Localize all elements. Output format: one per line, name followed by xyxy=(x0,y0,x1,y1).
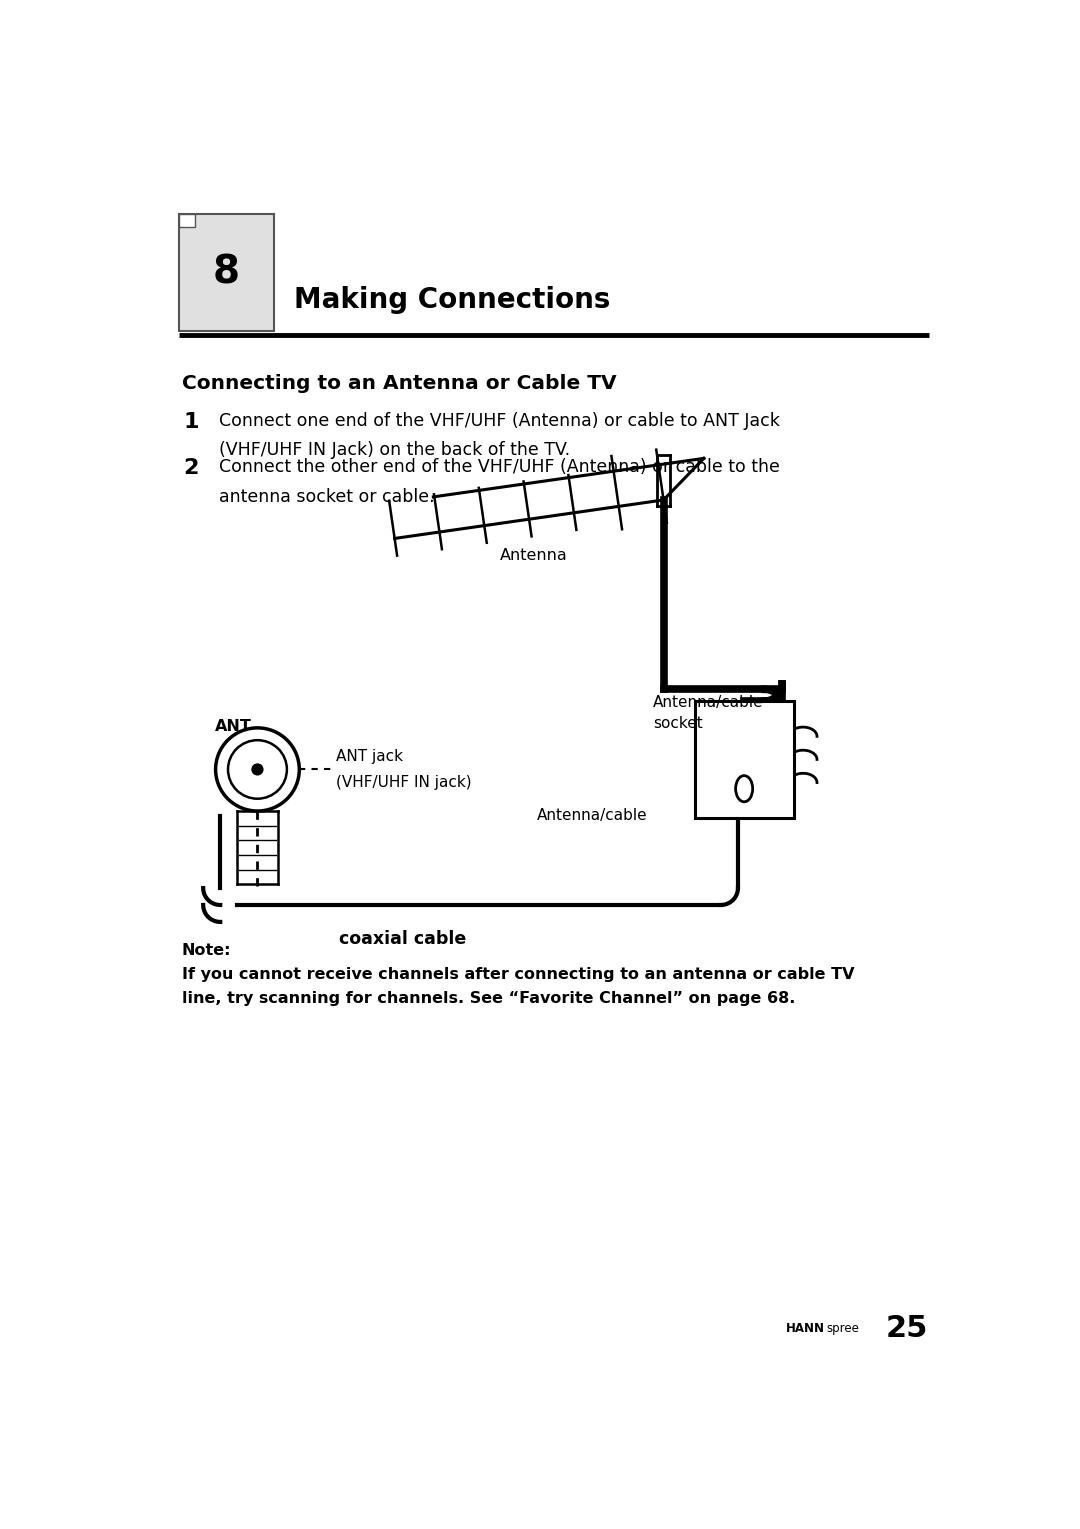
Text: Connect one end of the VHF/UHF (Antenna) or cable to ANT Jack: Connect one end of the VHF/UHF (Antenna)… xyxy=(218,413,780,430)
Bar xyxy=(179,214,273,330)
Text: (VHF/UHF IN jack): (VHF/UHF IN jack) xyxy=(337,775,472,790)
Bar xyxy=(694,700,794,818)
Text: (VHF/UHF IN Jack) on the back of the TV.: (VHF/UHF IN Jack) on the back of the TV. xyxy=(218,442,570,459)
Text: 8: 8 xyxy=(213,252,240,291)
Text: ANT jack: ANT jack xyxy=(337,749,404,764)
Text: Note:: Note: xyxy=(181,943,231,959)
Text: spree: spree xyxy=(826,1323,860,1335)
Text: Making Connections: Making Connections xyxy=(294,286,610,313)
Text: Antenna/cable: Antenna/cable xyxy=(652,694,764,709)
Text: socket: socket xyxy=(652,716,702,731)
Text: 2: 2 xyxy=(183,459,199,479)
Text: 1: 1 xyxy=(183,413,199,433)
Text: line, try scanning for channels. See “Favorite Channel” on page 68.: line, try scanning for channels. See “Fa… xyxy=(181,991,795,1006)
Text: Connecting to an Antenna or Cable TV: Connecting to an Antenna or Cable TV xyxy=(181,373,616,393)
Circle shape xyxy=(216,728,299,810)
Text: ANT: ANT xyxy=(215,720,252,734)
Text: Antenna/cable: Antenna/cable xyxy=(537,807,647,823)
Text: If you cannot receive channels after connecting to an antenna or cable TV: If you cannot receive channels after con… xyxy=(181,966,854,982)
Text: HANN: HANN xyxy=(786,1323,825,1335)
Ellipse shape xyxy=(735,775,753,801)
Text: coaxial cable: coaxial cable xyxy=(339,930,465,948)
Text: Connect the other end of the VHF/UHF (Antenna) or cable to the: Connect the other end of the VHF/UHF (An… xyxy=(218,459,780,477)
Text: antenna socket or cable.: antenna socket or cable. xyxy=(218,488,434,506)
Circle shape xyxy=(228,740,287,798)
Text: 25: 25 xyxy=(886,1313,928,1342)
Bar xyxy=(179,214,195,228)
Text: Antenna: Antenna xyxy=(500,549,568,564)
Circle shape xyxy=(252,764,262,775)
